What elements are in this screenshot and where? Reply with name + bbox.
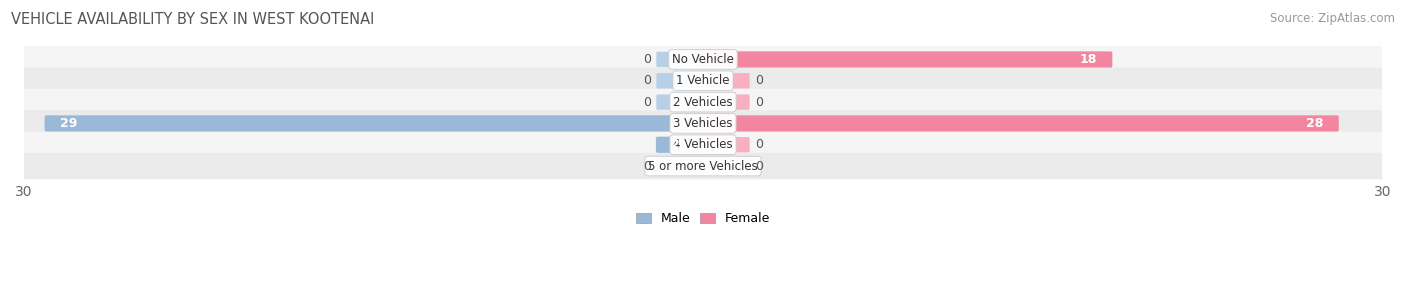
Text: 2: 2	[671, 138, 681, 151]
Text: No Vehicle: No Vehicle	[672, 53, 734, 66]
Text: 29: 29	[60, 117, 77, 130]
FancyBboxPatch shape	[702, 73, 749, 88]
Text: 0: 0	[755, 138, 763, 151]
Text: 3 Vehicles: 3 Vehicles	[673, 117, 733, 130]
FancyBboxPatch shape	[45, 115, 704, 132]
Text: 0: 0	[643, 159, 651, 173]
FancyBboxPatch shape	[657, 52, 704, 67]
FancyBboxPatch shape	[21, 153, 1385, 179]
FancyBboxPatch shape	[702, 115, 1339, 132]
Text: 0: 0	[643, 95, 651, 109]
Text: 0: 0	[643, 53, 651, 66]
Text: 4 Vehicles: 4 Vehicles	[673, 138, 733, 151]
Text: 0: 0	[755, 95, 763, 109]
Text: 28: 28	[1306, 117, 1323, 130]
FancyBboxPatch shape	[702, 51, 1112, 68]
FancyBboxPatch shape	[702, 159, 749, 174]
Text: 0: 0	[755, 159, 763, 173]
Text: 1 Vehicle: 1 Vehicle	[676, 74, 730, 87]
Text: 5 or more Vehicles: 5 or more Vehicles	[648, 159, 758, 173]
FancyBboxPatch shape	[21, 89, 1385, 115]
FancyBboxPatch shape	[21, 46, 1385, 73]
Text: VEHICLE AVAILABILITY BY SEX IN WEST KOOTENAI: VEHICLE AVAILABILITY BY SEX IN WEST KOOT…	[11, 12, 374, 27]
FancyBboxPatch shape	[657, 95, 704, 110]
FancyBboxPatch shape	[21, 110, 1385, 137]
FancyBboxPatch shape	[21, 132, 1385, 158]
FancyBboxPatch shape	[657, 137, 704, 153]
Text: Source: ZipAtlas.com: Source: ZipAtlas.com	[1270, 12, 1395, 25]
Text: 2 Vehicles: 2 Vehicles	[673, 95, 733, 109]
FancyBboxPatch shape	[21, 68, 1385, 94]
Text: 0: 0	[755, 74, 763, 87]
Legend: Male, Female: Male, Female	[631, 207, 775, 230]
FancyBboxPatch shape	[702, 95, 749, 110]
FancyBboxPatch shape	[657, 159, 704, 174]
FancyBboxPatch shape	[702, 137, 749, 152]
Text: 18: 18	[1080, 53, 1097, 66]
Text: 0: 0	[643, 74, 651, 87]
FancyBboxPatch shape	[657, 73, 704, 88]
